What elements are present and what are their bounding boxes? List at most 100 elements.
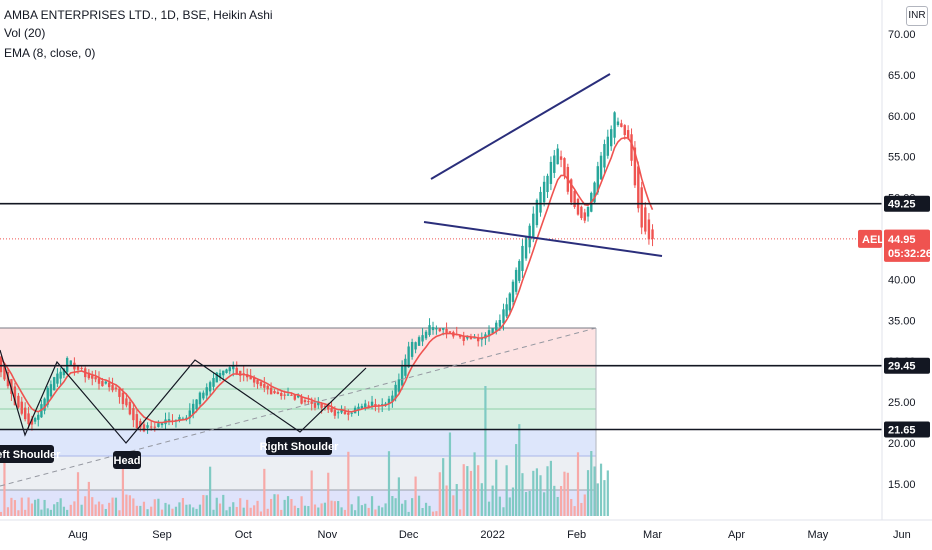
volume-bar bbox=[91, 497, 94, 516]
volume-bar bbox=[573, 506, 576, 516]
time-tick-label: Nov bbox=[318, 529, 338, 541]
candle-body bbox=[414, 342, 417, 350]
candle-body bbox=[290, 394, 293, 396]
countdown-value: 05:32:26 bbox=[888, 248, 932, 260]
left-shoulder-label-bg bbox=[0, 445, 54, 463]
candle-body bbox=[235, 367, 238, 374]
candle-body bbox=[556, 148, 559, 165]
candle-body bbox=[313, 402, 317, 408]
candle-body bbox=[616, 121, 620, 126]
volume-bar bbox=[185, 504, 188, 516]
candle-body bbox=[293, 395, 297, 400]
volume-bar bbox=[56, 502, 59, 516]
volume-bar bbox=[337, 501, 340, 516]
candle-body bbox=[370, 401, 374, 407]
candle-body bbox=[20, 401, 23, 414]
volume-bar bbox=[502, 507, 505, 516]
volume-bar bbox=[114, 497, 118, 516]
volume-bar bbox=[228, 506, 231, 516]
volume-bar bbox=[553, 485, 556, 516]
volume-bar bbox=[80, 504, 83, 516]
volume-bar bbox=[424, 502, 428, 516]
resistance-badge-bg bbox=[884, 195, 930, 212]
candle-body bbox=[466, 336, 469, 339]
time-tick-label: Feb bbox=[567, 529, 586, 541]
candle-body bbox=[626, 130, 630, 139]
volume-bar bbox=[20, 497, 23, 516]
candle-body bbox=[387, 398, 391, 405]
volume-bar bbox=[222, 494, 225, 516]
resistance-badge: 49.25 bbox=[888, 199, 916, 211]
volume-bar bbox=[34, 499, 37, 516]
volume-bar bbox=[132, 498, 135, 516]
candle-body bbox=[441, 328, 445, 330]
volume-bar bbox=[46, 508, 49, 516]
volume-bar bbox=[97, 501, 101, 516]
candle-body bbox=[273, 391, 276, 394]
candle-body bbox=[310, 401, 313, 404]
volume-bar bbox=[10, 497, 13, 516]
candle-body bbox=[381, 404, 384, 406]
volume-bar bbox=[377, 505, 380, 516]
volume-bar bbox=[269, 498, 273, 516]
candle-body bbox=[121, 392, 125, 405]
candle-body bbox=[350, 412, 353, 414]
volume-bar bbox=[421, 508, 424, 516]
volume-bar bbox=[49, 509, 53, 516]
candle-body bbox=[487, 330, 491, 337]
currency-button[interactable]: INR bbox=[906, 6, 928, 26]
candle-body bbox=[323, 405, 327, 407]
price-tick-label: 20.00 bbox=[888, 438, 916, 450]
candle-body bbox=[596, 166, 599, 193]
volume-bar bbox=[491, 485, 494, 516]
time-tick-label: Oct bbox=[235, 529, 252, 541]
price-tick-label: 25.00 bbox=[888, 397, 916, 409]
volume-bar bbox=[357, 496, 360, 516]
volume-bar bbox=[150, 506, 153, 516]
candle-body bbox=[633, 147, 637, 186]
price-tick-label: 55.00 bbox=[888, 152, 916, 164]
candle-body bbox=[570, 179, 573, 203]
candle-body bbox=[491, 328, 494, 334]
volume-bar bbox=[174, 506, 178, 516]
candle-body bbox=[149, 426, 153, 428]
ema-indicator-label[interactable]: EMA (8, close, 0) bbox=[4, 46, 96, 60]
candle-body bbox=[583, 212, 586, 221]
candle-body bbox=[495, 322, 498, 331]
candle-body bbox=[502, 309, 505, 324]
candle-body bbox=[644, 207, 647, 232]
candle-body bbox=[559, 156, 563, 160]
candle-body bbox=[391, 395, 394, 402]
lower-trendline bbox=[423, 221, 663, 257]
right-shoulder-label-bg bbox=[266, 437, 332, 455]
candle-body bbox=[417, 337, 421, 346]
candle-body bbox=[69, 360, 72, 365]
candle-body bbox=[623, 125, 626, 136]
volume-bar bbox=[128, 495, 131, 516]
volume-bar bbox=[0, 511, 3, 516]
candle-body bbox=[518, 261, 521, 281]
candle-body bbox=[198, 392, 202, 405]
volume-bar bbox=[37, 498, 40, 516]
candle-body bbox=[549, 161, 553, 184]
candle-body bbox=[573, 190, 576, 208]
price-tick-label: 60.00 bbox=[888, 111, 916, 123]
candle-body bbox=[195, 399, 198, 410]
volume-bar bbox=[153, 499, 156, 516]
candle-body bbox=[599, 155, 603, 180]
pattern-annotations: Left Shoulder Head Right Shoulder bbox=[0, 437, 339, 469]
candle-body bbox=[101, 380, 104, 387]
candle-body bbox=[473, 337, 476, 339]
candle-body bbox=[307, 401, 310, 403]
candle-body bbox=[542, 181, 546, 203]
drawings[interactable] bbox=[0, 73, 882, 487]
volume-indicator-label[interactable]: Vol (20) bbox=[4, 26, 46, 40]
volume-bar bbox=[235, 506, 238, 516]
time-tick-label: Sep bbox=[152, 529, 172, 541]
volume-bar bbox=[364, 503, 367, 516]
volume-bar bbox=[84, 496, 87, 516]
upper-trendline bbox=[430, 73, 611, 180]
volume-bar bbox=[313, 504, 317, 516]
volume-bar bbox=[164, 502, 167, 516]
